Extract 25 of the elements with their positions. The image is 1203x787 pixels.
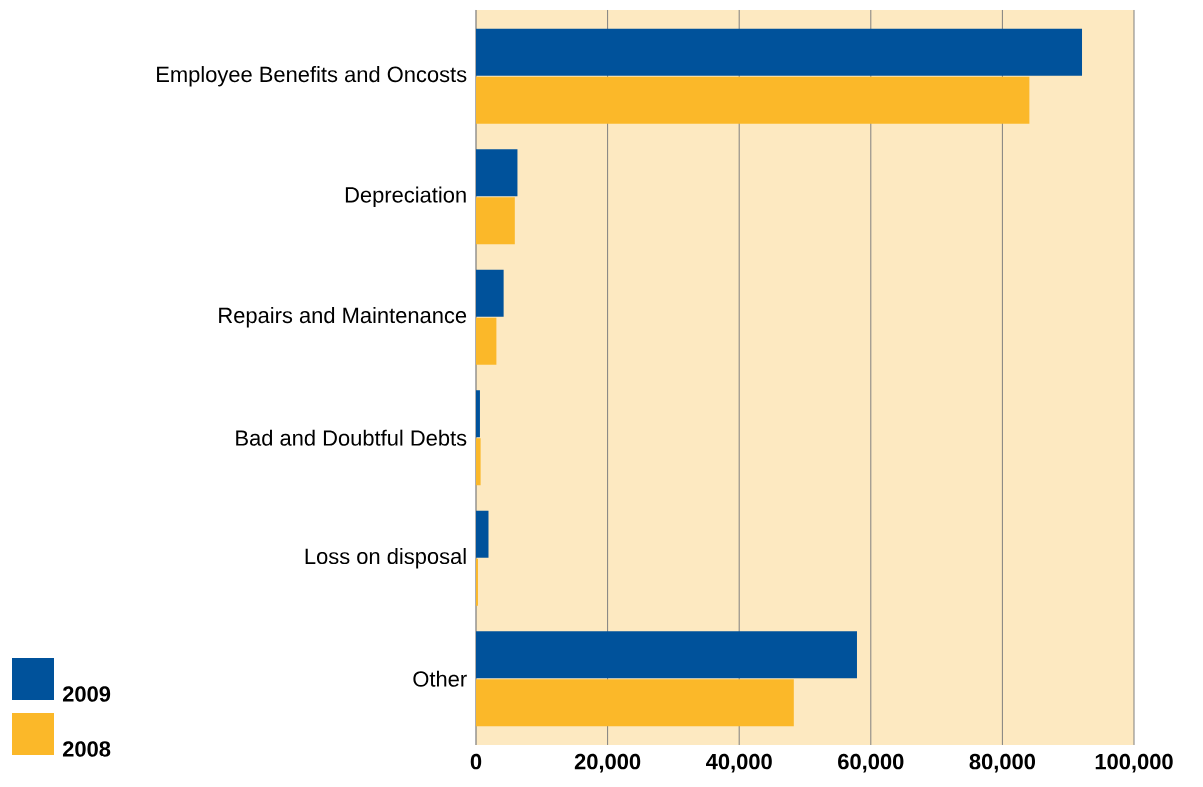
x-tick-label: 100,000 xyxy=(1095,753,1173,773)
y-tick-label: Employee Benefits and Oncosts xyxy=(157,66,467,87)
bar xyxy=(475,149,518,197)
bar xyxy=(475,510,489,558)
bar xyxy=(475,76,1030,124)
legend-label: 2008 xyxy=(62,741,111,757)
y-tick-label: Depreciation xyxy=(345,186,466,207)
bar xyxy=(475,269,504,317)
x-tick-label: 40,000 xyxy=(706,753,772,773)
x-tick-label: 20,000 xyxy=(574,753,641,773)
bar xyxy=(475,631,857,679)
bar xyxy=(475,197,515,245)
x-tick-label: 80,000 xyxy=(969,753,1036,773)
bar xyxy=(475,438,481,486)
x-tick-label: 0 xyxy=(470,753,482,770)
y-tick-label: Repairs and Maintenance xyxy=(219,307,467,328)
bar xyxy=(475,390,480,438)
bar xyxy=(475,679,794,727)
y-tick-label: Other xyxy=(413,670,467,687)
bar xyxy=(475,317,497,365)
x-tick-label: 60,000 xyxy=(838,753,904,773)
legend-label: 2009 xyxy=(62,686,111,702)
y-tick-label: Loss on disposal xyxy=(305,548,466,569)
y-tick-label: Bad and Doubtful Debts xyxy=(236,429,467,446)
bar xyxy=(475,28,1083,76)
